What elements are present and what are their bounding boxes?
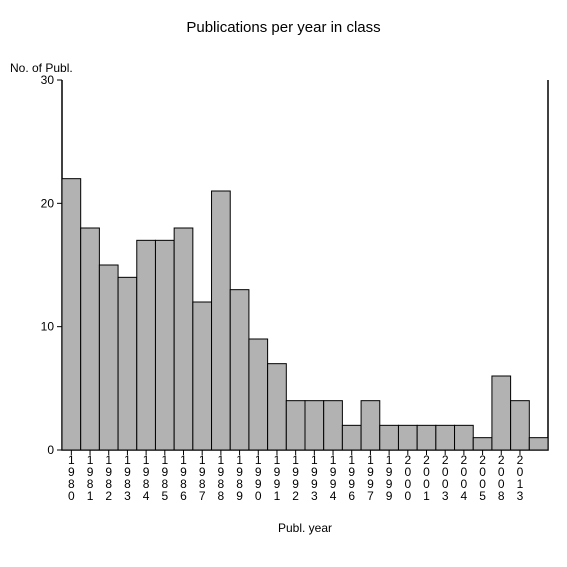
bar	[174, 228, 193, 450]
chart-container: Publications per year in classNo. of Pub…	[0, 0, 567, 567]
x-tick-label-char: 4	[461, 489, 468, 503]
bar	[473, 438, 492, 450]
bar	[118, 277, 137, 450]
x-tick-label-char: 4	[330, 489, 337, 503]
bar	[268, 364, 287, 450]
bar	[380, 425, 399, 450]
x-tick-label-char: 4	[143, 489, 150, 503]
x-tick-label-char: 3	[517, 489, 524, 503]
bar	[286, 401, 305, 450]
x-tick-label-char: 8	[498, 489, 505, 503]
x-tick-label-char: 0	[255, 489, 262, 503]
bar	[81, 228, 100, 450]
chart-title: Publications per year in class	[186, 19, 380, 36]
bar	[193, 302, 212, 450]
x-tick-label-char: 3	[124, 489, 131, 503]
x-tick-label-char: 7	[199, 489, 206, 503]
x-tick-label-char: 5	[161, 489, 168, 503]
x-tick-label-char: 1	[423, 489, 430, 503]
bar	[249, 339, 268, 450]
bar	[305, 401, 324, 450]
bar	[436, 425, 455, 450]
bar	[137, 240, 156, 450]
bar	[417, 425, 436, 450]
x-tick-label-char: 1	[87, 489, 94, 503]
x-tick-label-char: 0	[68, 489, 75, 503]
bar	[361, 401, 380, 450]
bar	[324, 401, 343, 450]
bar	[230, 290, 249, 450]
x-tick-label-char: 5	[479, 489, 486, 503]
y-tick-label: 0	[47, 443, 54, 457]
x-tick-label-char: 6	[348, 489, 355, 503]
x-tick-label-char: 7	[367, 489, 374, 503]
x-tick-label-char: 9	[236, 489, 243, 503]
x-tick-label-char: 6	[180, 489, 187, 503]
x-tick-label-char: 9	[386, 489, 393, 503]
chart-svg: Publications per year in classNo. of Pub…	[0, 0, 567, 567]
y-tick-label: 10	[41, 320, 55, 334]
bar	[342, 425, 361, 450]
bar	[529, 438, 548, 450]
x-tick-label-char: 0	[404, 489, 411, 503]
bar	[492, 376, 511, 450]
x-tick-label-char: 3	[311, 489, 318, 503]
x-tick-label-char: 3	[442, 489, 449, 503]
x-tick-label-char: 1	[274, 489, 281, 503]
bar	[62, 179, 81, 450]
bar	[99, 265, 118, 450]
y-tick-label: 20	[41, 196, 55, 210]
bar	[212, 191, 231, 450]
x-tick-label-char: 8	[218, 489, 225, 503]
bar	[398, 425, 417, 450]
x-tick-label-char: 2	[292, 489, 299, 503]
bar	[455, 425, 474, 450]
x-axis-label: Publ. year	[278, 521, 332, 535]
y-tick-label: 30	[41, 73, 55, 87]
bar	[155, 240, 174, 450]
x-tick-label-char: 2	[105, 489, 112, 503]
bar	[511, 401, 530, 450]
